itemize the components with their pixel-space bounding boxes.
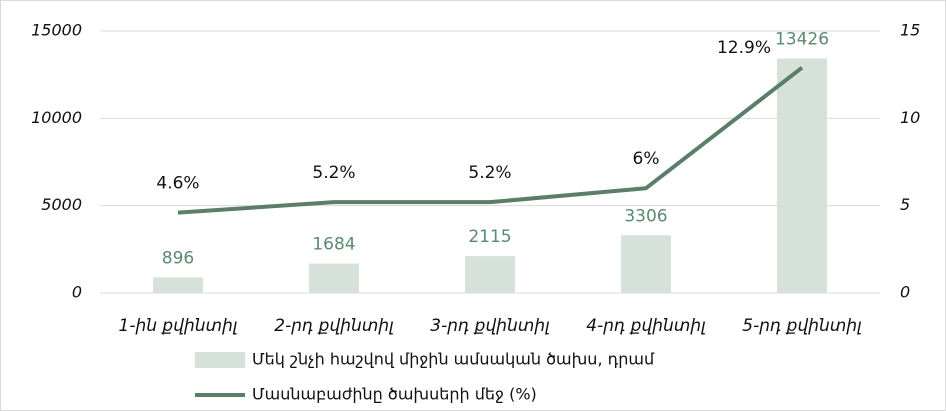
- y2-tick-label: 0: [900, 283, 910, 302]
- bar: [153, 277, 203, 293]
- y-tick-label: 15000: [31, 21, 82, 40]
- x-tick-label: 3-րդ քվինտիլ: [430, 316, 549, 336]
- y-tick-label: 0: [72, 283, 82, 302]
- legend-label: Մասնաբաժինը ծախսերի մեջ (%): [252, 385, 537, 404]
- line-value-label: 12.9%: [717, 38, 771, 58]
- line: [177, 66, 804, 215]
- bar: [465, 256, 515, 293]
- bar-value-label: 896: [162, 248, 194, 268]
- line-value-label: 4.6%: [156, 174, 199, 194]
- x-tick-label: 4-րդ քվինտիլ: [586, 316, 705, 336]
- y-tick-label: 5000: [41, 195, 82, 214]
- bar-value-label: 3306: [624, 206, 667, 226]
- x-tick-label: 5-րդ քվինտիլ: [742, 316, 861, 336]
- bar: [777, 58, 827, 293]
- line-value-label: 5.2%: [312, 163, 355, 183]
- bar: [309, 263, 359, 293]
- legend-swatch: [195, 352, 245, 368]
- legend-label: Մեկ շնչի հաշվով միջին ամսական ծախս, դրամ: [252, 350, 655, 369]
- bar-value-label: 13426: [775, 29, 829, 49]
- line-value-label: 6%: [633, 149, 660, 169]
- y2-tick-label: 15: [900, 21, 920, 40]
- y2-tick-label: 10: [900, 108, 920, 127]
- y2-tick-label: 5: [900, 195, 910, 214]
- line-value-label: 5.2%: [468, 163, 511, 183]
- x-tick-label: 1-ին քվինտիլ: [119, 316, 238, 336]
- x-tick-label: 2-րդ քվինտիլ: [274, 316, 393, 336]
- bar: [621, 235, 671, 293]
- y-tick-label: 10000: [31, 108, 82, 127]
- bar-value-label: 2115: [468, 227, 511, 247]
- bar-value-label: 1684: [312, 235, 355, 255]
